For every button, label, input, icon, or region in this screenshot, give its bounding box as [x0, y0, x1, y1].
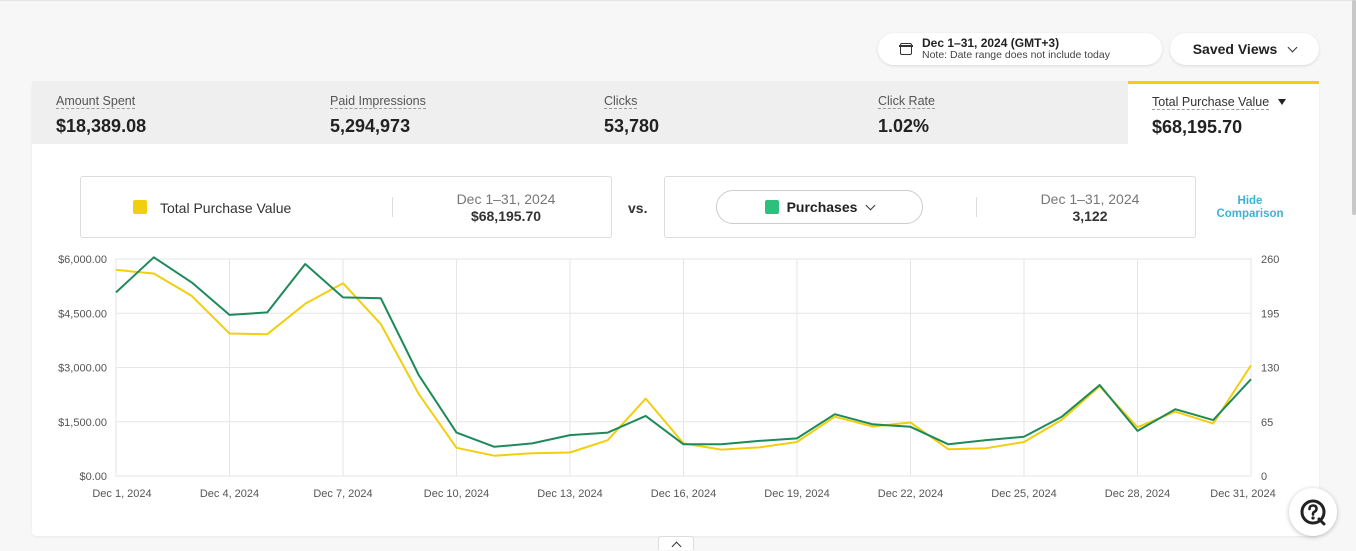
saved-views-button[interactable]: Saved Views — [1170, 33, 1319, 65]
caret-down-icon[interactable] — [1278, 99, 1287, 105]
metric-amount-spent[interactable]: Amount Spent $18,389.08 — [56, 92, 146, 137]
y-right-tick-label: 65 — [1261, 417, 1273, 429]
x-tick-label: Dec 25, 2024 — [991, 488, 1056, 500]
line-chart: $0.00 0 $1,500.00 65 $3,000.00 130 $4,500.00 19… — [58, 254, 1279, 500]
date-range-picker[interactable]: Dec 1–31, 2024 (GMT+3) Note: Date range … — [878, 33, 1162, 65]
x-tick-label: Dec 19, 2024 — [764, 488, 829, 500]
metric-value: 1.02% — [878, 116, 930, 136]
x-tick-label: Dec 16, 2024 — [651, 488, 716, 500]
primary-value: $68,195.70 — [470, 208, 542, 224]
secondary-date: Dec 1–31, 2024 — [1040, 191, 1140, 207]
metric-label: Click Rate — [878, 94, 935, 109]
secondary-value: 3,122 — [1072, 208, 1108, 224]
secondary-metric-label: Purchases — [786, 199, 858, 215]
x-tick-label: Dec 1, 2024 — [92, 488, 151, 500]
x-tick-label: Dec 22, 2024 — [878, 488, 943, 500]
y-left-tick-label: $6,000.00 — [58, 254, 107, 266]
comparison-metric-dropdown[interactable]: Purchases — [716, 190, 923, 224]
metric-value: $68,195.70 — [1152, 117, 1243, 137]
metric-label: Paid Impressions — [330, 94, 426, 109]
legend-square-yellow — [133, 200, 147, 214]
hide-comparison-line1: Hide — [1237, 195, 1263, 207]
collapse-tab[interactable] — [658, 536, 694, 550]
primary-metric-label: Total Purchase Value — [160, 200, 292, 216]
comparison-secondary: Purchases Dec 1–31, 2024 3,122 — [664, 176, 1196, 238]
date-range-label: Dec 1–31, 2024 (GMT+3) — [922, 36, 1060, 50]
metric-label: Total Purchase Value — [1152, 95, 1270, 110]
y-right-tick-label: 130 — [1261, 363, 1279, 375]
legend-square-green — [764, 200, 779, 214]
calendar-icon — [899, 43, 913, 55]
metric-value: 5,294,973 — [330, 116, 411, 136]
x-tick-label: Dec 4, 2024 — [200, 488, 259, 500]
saved-views-label: Saved Views — [1192, 41, 1278, 57]
metric-label: Amount Spent — [56, 94, 136, 109]
divider — [976, 197, 977, 217]
y-left-tick-label: $1,500.00 — [58, 417, 107, 429]
y-right-tick-label: 260 — [1261, 254, 1279, 266]
page-scrollbar[interactable] — [1352, 0, 1356, 215]
metrics-strip: Amount Spent $18,389.08 Paid Impressions… — [32, 81, 1319, 144]
metric-label: Clicks — [604, 94, 638, 109]
metric-value: $18,389.08 — [56, 116, 147, 136]
date-range-note: Note: Date range does not include today — [922, 49, 1110, 61]
y-right-tick-label: 195 — [1261, 308, 1279, 320]
x-tick-label: Dec 7, 2024 — [313, 488, 372, 500]
y-left-tick-label: $0.00 — [79, 471, 107, 483]
x-tick-label: Dec 31, 2024 — [1210, 488, 1275, 500]
x-tick-label: Dec 28, 2024 — [1105, 488, 1170, 500]
hide-comparison-link[interactable]: Hide Comparison — [1212, 195, 1288, 221]
primary-date: Dec 1–31, 2024 — [456, 191, 556, 207]
comparison-primary: Total Purchase Value Dec 1–31, 2024 $68,… — [80, 176, 612, 238]
metric-click-rate[interactable]: Click Rate 1.02% — [878, 92, 935, 137]
y-right-tick-label: 0 — [1261, 471, 1267, 483]
x-tick-label: Dec 13, 2024 — [537, 488, 602, 500]
question-icon — [1300, 499, 1326, 526]
y-left-tick-label: $4,500.00 — [58, 308, 107, 320]
top-divider — [0, 0, 1356, 1]
metric-value: 53,780 — [604, 116, 660, 136]
metric-paid-impressions[interactable]: Paid Impressions 5,294,973 — [330, 92, 426, 137]
x-tick-label: Dec 10, 2024 — [424, 488, 489, 500]
hide-comparison-line2: Comparison — [1216, 208, 1284, 220]
metrics-card: Amount Spent $18,389.08 Paid Impressions… — [32, 81, 1319, 536]
divider — [392, 197, 393, 217]
series-line-purchases — [115, 256, 1252, 448]
metric-clicks[interactable]: Clicks 53,780 — [604, 92, 659, 137]
metric-total-purchase-value[interactable]: Total Purchase Value $68,195.70 — [1128, 81, 1319, 144]
vs-label: vs. — [628, 200, 648, 216]
y-left-tick-label: $3,000.00 — [58, 363, 107, 375]
help-button[interactable] — [1289, 488, 1337, 536]
